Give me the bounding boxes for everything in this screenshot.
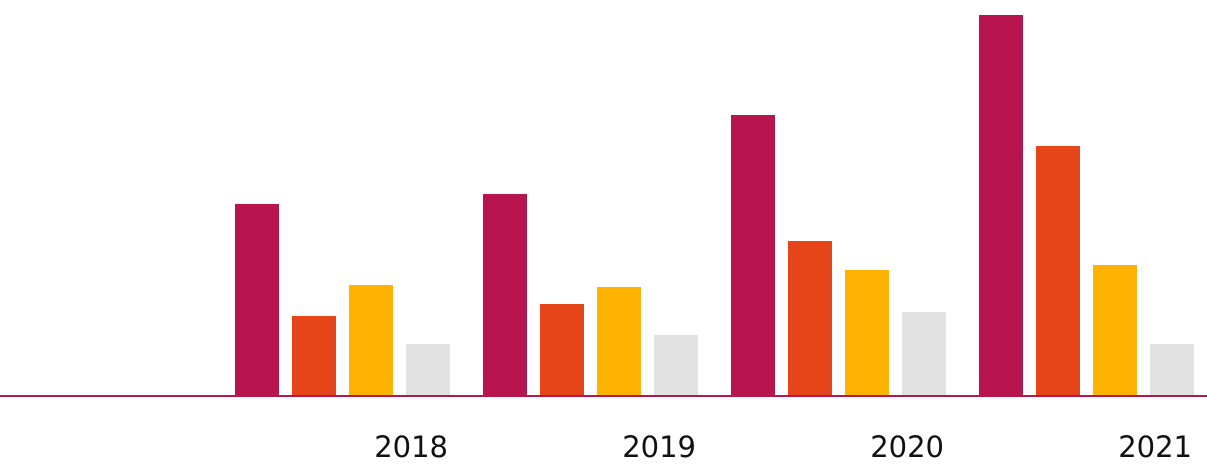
bar bbox=[1150, 344, 1194, 396]
bar bbox=[235, 204, 279, 396]
x-tick-label: 2020 bbox=[870, 430, 944, 464]
bar bbox=[406, 344, 450, 396]
bar bbox=[483, 194, 527, 396]
bar bbox=[902, 312, 946, 396]
bar bbox=[349, 285, 393, 396]
bar bbox=[540, 304, 584, 396]
bar bbox=[597, 287, 641, 396]
bar bbox=[731, 115, 775, 396]
bar bbox=[1093, 265, 1137, 396]
bar bbox=[1036, 146, 1080, 396]
bar bbox=[788, 241, 832, 396]
bar bbox=[845, 270, 889, 396]
bar bbox=[292, 316, 336, 396]
bar bbox=[979, 15, 1023, 396]
bar bbox=[654, 335, 698, 396]
x-tick-label: 2021 bbox=[1118, 430, 1192, 464]
x-tick-label: 2018 bbox=[374, 430, 448, 464]
x-tick-label: 2019 bbox=[622, 430, 696, 464]
